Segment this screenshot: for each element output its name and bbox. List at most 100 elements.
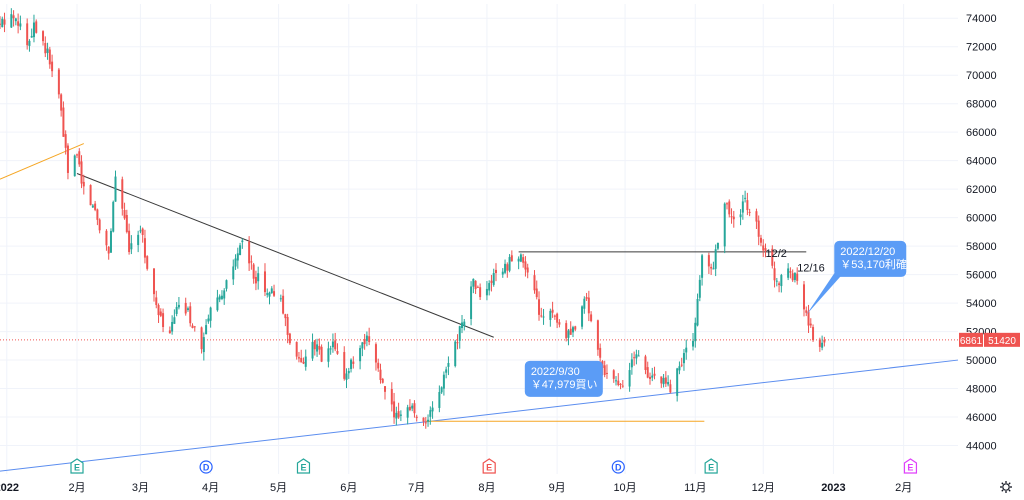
candle-body: [177, 304, 180, 308]
event-marker-shape: [903, 458, 918, 474]
candle-body: [125, 214, 128, 233]
candle-body: [558, 322, 561, 325]
event-marker[interactable]: E: [296, 458, 311, 474]
event-marker[interactable]: E: [482, 458, 496, 474]
candle-body: [696, 298, 699, 326]
text-note[interactable]: 12/16: [797, 262, 825, 274]
candle-body: [701, 255, 704, 278]
y-tick-label: 64000: [966, 156, 997, 168]
candle-body: [82, 181, 85, 187]
x-tick-label: 2月: [68, 482, 85, 494]
candle-body: [406, 407, 409, 418]
candle-body: [685, 347, 688, 353]
candle-body: [746, 200, 749, 211]
callouts-layer[interactable]: 2022/9/30￥47,979買い 2022/12/20￥53,170利確: [524, 240, 907, 397]
price-callout[interactable]: 2022/9/30￥47,979買い: [524, 360, 623, 397]
event-marker[interactable]: E: [70, 458, 84, 474]
candle-body: [313, 340, 316, 350]
support-trendline[interactable]: [0, 359, 959, 472]
candle-body: [216, 297, 219, 311]
candle-body: [438, 392, 441, 408]
candle-body: [153, 268, 156, 295]
event-marker-label: E: [907, 463, 913, 473]
candle-body: [146, 256, 149, 269]
candle-body: [739, 214, 742, 218]
candle-body: [664, 377, 667, 384]
y-tick-label: 54000: [966, 298, 997, 310]
candle-body: [431, 407, 434, 412]
candle-body: [282, 295, 285, 314]
candle-body: [252, 264, 255, 279]
candle-body: [807, 311, 810, 326]
candle-body: [565, 323, 568, 339]
callout-line: ￥53,170利確: [840, 257, 907, 271]
text-notes-layer[interactable]: 12/2 12/16: [765, 248, 824, 274]
candle-body: [184, 302, 187, 314]
text-note[interactable]: 12/2: [765, 248, 786, 260]
x-tick-label: 3月: [132, 482, 149, 494]
candle-body: [662, 377, 665, 385]
early-trendline[interactable]: [0, 143, 84, 180]
event-marker[interactable]: E: [903, 458, 918, 474]
candle-body: [162, 313, 165, 328]
candle-body: [454, 341, 457, 366]
y-tick-label: 56000: [966, 270, 997, 282]
event-marker[interactable]: E: [704, 458, 718, 474]
event-marker-shape: [611, 460, 625, 474]
candle-body: [633, 357, 636, 359]
candle-body: [76, 154, 79, 156]
candle-body: [171, 321, 174, 332]
candle-body: [424, 422, 427, 424]
trendline-layer[interactable]: [0, 143, 959, 472]
candle-body: [809, 323, 812, 326]
event-marker[interactable]: D: [611, 460, 625, 474]
candle-body: [399, 414, 402, 416]
candle-body: [316, 344, 319, 352]
candle-body: [723, 203, 726, 247]
candle-body: [130, 243, 133, 250]
candle-body: [771, 248, 774, 266]
candle-body: [415, 416, 418, 419]
candle-body: [107, 246, 110, 254]
callout-line: 2022/12/20: [840, 246, 895, 258]
candle-body: [519, 254, 522, 262]
price-badge-left-box: [959, 332, 983, 347]
candle-body: [304, 356, 307, 367]
candle-body: [567, 330, 570, 338]
settings-gear-icon[interactable]: [1000, 481, 1012, 493]
candle-body: [648, 376, 651, 379]
event-marker[interactable]: D: [199, 460, 213, 474]
x-tick-label: 4月: [202, 482, 219, 494]
candle-body: [413, 403, 416, 414]
candle-body: [571, 327, 574, 333]
candle-body: [621, 385, 624, 387]
candle-body: [479, 287, 482, 298]
candle-body: [266, 293, 269, 295]
candle-body: [374, 344, 377, 363]
gear-icon-tooth: [1001, 482, 1004, 485]
price-callout[interactable]: 2022/12/20￥53,170利確: [806, 240, 907, 315]
downtrend-line[interactable]: [76, 173, 494, 338]
candle-body: [94, 203, 97, 210]
candle-body: [193, 326, 196, 328]
candle-body: [32, 22, 35, 38]
candle-body: [619, 383, 622, 385]
x-axis[interactable]: 2022 2月 3月 4月 5月 6月 7月 8月 9月 10月 11月 12月 2023 2月: [0, 482, 912, 494]
candle-body: [748, 211, 751, 213]
candle-body: [223, 290, 226, 299]
candle-body: [463, 321, 466, 327]
y-axis[interactable]: 74000 72000 70000 68000 66000 64000 62000 60000…: [966, 13, 997, 452]
candle-body: [141, 228, 144, 235]
candle-body: [173, 317, 176, 324]
x-tick-label: 6月: [340, 482, 357, 494]
candle-body: [485, 288, 488, 296]
candle-body: [585, 297, 588, 299]
x-tick-label: 8月: [478, 482, 495, 494]
candle-body: [91, 205, 94, 208]
candle-body: [744, 197, 747, 199]
candle-body: [517, 258, 520, 262]
candle-body: [334, 340, 337, 350]
